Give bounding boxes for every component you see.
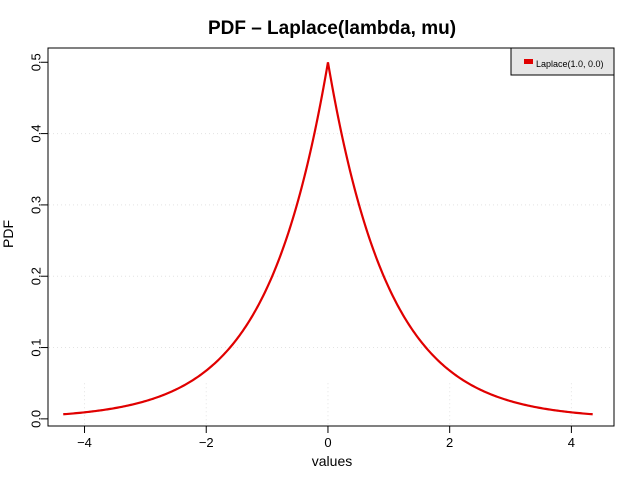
- x-tick-label: 0: [324, 435, 331, 450]
- x-tick-label: −2: [199, 435, 214, 450]
- y-tick-label: 0.1: [29, 339, 44, 357]
- y-tick-label: 0.5: [29, 53, 44, 71]
- series-layer: [63, 62, 593, 416]
- x-axis-label: values: [312, 453, 352, 469]
- y-tick-label: 0.3: [29, 196, 44, 214]
- x-tick-label: −4: [77, 435, 92, 450]
- x-tick-label: 4: [568, 435, 575, 450]
- y-axis-ticks: 0.0 0.1 0.2 0.3 0.4 0.5: [29, 53, 48, 428]
- chart-title: PDF – Laplace(lambda, mu): [208, 18, 456, 39]
- legend-swatch: [524, 59, 533, 64]
- y-tick-label: 0.4: [29, 125, 44, 143]
- plot-frame: [47, 47, 615, 427]
- y-tick-label: 0.0: [29, 410, 44, 428]
- y-tick-label: 0.2: [29, 267, 44, 285]
- x-axis-ticks: −4 −2 0 2 4: [77, 426, 575, 450]
- grid-lines: [49, 133, 613, 425]
- x-tick-label: 2: [446, 435, 453, 450]
- legend-label: Laplace(1.0, 0.0): [536, 59, 604, 69]
- series-line: [63, 62, 593, 416]
- y-axis-label: PDF: [0, 220, 16, 248]
- legend: Laplace(1.0, 0.0): [510, 47, 615, 76]
